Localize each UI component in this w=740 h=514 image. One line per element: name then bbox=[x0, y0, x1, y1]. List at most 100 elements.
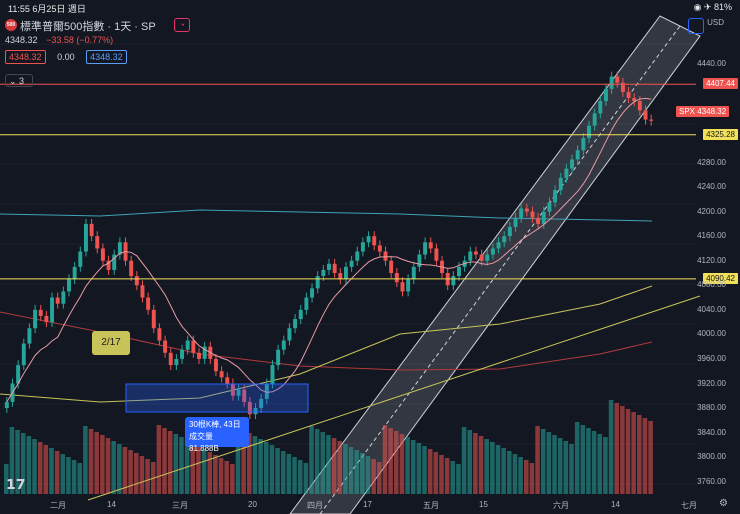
volume-bar bbox=[111, 441, 116, 494]
volume-bar bbox=[569, 444, 574, 494]
candle-body bbox=[304, 297, 309, 310]
candle-body bbox=[428, 242, 433, 249]
volume-bar bbox=[563, 441, 569, 494]
indicators-toggle[interactable]: ⌄ 3 bbox=[5, 74, 33, 87]
price-level-tag[interactable]: 4407.44 bbox=[703, 78, 738, 90]
candle-body bbox=[213, 358, 218, 372]
candle-body bbox=[513, 217, 518, 227]
volume-bar bbox=[512, 454, 518, 494]
candle-body bbox=[106, 260, 111, 270]
range-annotation[interactable]: 30根K棒, 43日 成交量 81.888B bbox=[185, 417, 249, 453]
candle-body bbox=[434, 248, 439, 261]
price-level-tag[interactable]: 4090.42 bbox=[703, 272, 738, 284]
volume-bar bbox=[224, 461, 229, 494]
volume-bar bbox=[529, 463, 535, 494]
time-axis-label: 14 bbox=[611, 500, 620, 509]
date-annotation[interactable]: 2/17 bbox=[92, 331, 130, 355]
candle-body bbox=[423, 242, 428, 255]
volume-bar bbox=[179, 437, 184, 494]
price-axis-label: 4000.00 bbox=[697, 329, 726, 339]
candle-body bbox=[479, 254, 484, 261]
volume-bar bbox=[524, 460, 529, 494]
candle-body bbox=[298, 309, 303, 320]
scale-icon[interactable] bbox=[688, 18, 704, 34]
price-chart[interactable] bbox=[0, 14, 740, 514]
candle-body bbox=[236, 389, 241, 396]
candle-body bbox=[276, 349, 281, 366]
candle-body bbox=[253, 408, 258, 415]
candle-body bbox=[50, 297, 55, 323]
volume-bar bbox=[275, 448, 280, 494]
volume-bar bbox=[162, 428, 167, 494]
symbol-title[interactable]: 標準普爾500指數 · 1天 · SP bbox=[20, 21, 156, 33]
price-level-tag[interactable]: 4325.28 bbox=[703, 128, 738, 140]
buy-box[interactable]: 4348.32 bbox=[86, 50, 127, 64]
candle-body bbox=[197, 352, 201, 359]
volume-bar bbox=[535, 426, 540, 494]
candle-body bbox=[502, 236, 507, 243]
volume-bar bbox=[637, 415, 642, 494]
volume-bar bbox=[252, 436, 258, 494]
ma-yellow-line bbox=[0, 285, 653, 403]
volume-bar bbox=[309, 426, 314, 494]
volume-bar bbox=[642, 418, 648, 494]
candle-body bbox=[55, 297, 60, 304]
price-bar: 4348.32 −33.58 (−0.77%) bbox=[5, 35, 113, 45]
volume-bar bbox=[167, 431, 173, 494]
candle-body bbox=[129, 260, 134, 277]
volume-bar bbox=[77, 463, 82, 494]
time-axis-label: 20 bbox=[248, 500, 257, 509]
volume-bar bbox=[326, 435, 331, 494]
volume-bar bbox=[405, 437, 410, 494]
price-axis-label: 3760.00 bbox=[697, 476, 726, 486]
volume-bar bbox=[416, 443, 422, 494]
volume-bar bbox=[297, 460, 303, 494]
candle-body bbox=[603, 88, 608, 102]
candle-body bbox=[637, 101, 642, 111]
candle-body bbox=[473, 251, 478, 255]
volume-bar bbox=[303, 463, 309, 494]
volume-bar bbox=[648, 421, 653, 494]
gear-icon[interactable]: ⚙ bbox=[719, 498, 728, 509]
candle-body bbox=[112, 254, 117, 270]
candle-body bbox=[581, 137, 586, 151]
candle-body bbox=[575, 150, 580, 160]
candle-body bbox=[16, 365, 21, 384]
sell-box[interactable]: 4348.32 bbox=[5, 50, 46, 64]
range-bars: 30根K棒, 43日 bbox=[189, 420, 241, 429]
candle-body bbox=[264, 383, 269, 399]
channel-midline bbox=[319, 25, 681, 514]
sp500-logo-icon: 500 bbox=[5, 19, 17, 31]
volume-bar bbox=[478, 436, 484, 494]
candle-body bbox=[490, 248, 495, 255]
candle-body bbox=[4, 401, 9, 409]
volume-bar bbox=[122, 447, 128, 494]
volume-bar bbox=[258, 439, 263, 494]
volume-bar bbox=[427, 449, 433, 494]
volume-bar bbox=[439, 455, 444, 494]
candle-body bbox=[219, 371, 224, 378]
time-axis-label: 二月 bbox=[50, 501, 66, 510]
alert-icon[interactable]: ◔ bbox=[174, 18, 190, 32]
volume-bar bbox=[43, 445, 49, 494]
volume-bar bbox=[100, 435, 105, 494]
candle-body bbox=[524, 208, 529, 212]
ma-teal-line bbox=[0, 209, 653, 222]
candle-body bbox=[620, 82, 625, 92]
volume-bar bbox=[433, 452, 439, 494]
candle-body bbox=[44, 315, 49, 323]
candle-body bbox=[157, 328, 162, 341]
trend-line bbox=[87, 295, 701, 501]
time-axis-label: 五月 bbox=[423, 501, 439, 510]
currency-label[interactable]: USD bbox=[707, 18, 724, 27]
status-time-date: 11:55 6月25日 週日 bbox=[8, 4, 86, 14]
volume-bar bbox=[207, 452, 212, 494]
candle-body bbox=[230, 383, 235, 396]
volume-bar bbox=[314, 429, 320, 494]
volume-bar bbox=[247, 433, 252, 494]
volume-bar bbox=[286, 454, 292, 494]
candle-body bbox=[202, 346, 207, 359]
candle-body bbox=[360, 242, 365, 252]
candle-body bbox=[383, 251, 388, 261]
chart-header: 500 標準普爾500指數 · 1天 · SP ◔ 4348.32 −33.58… bbox=[0, 16, 740, 87]
